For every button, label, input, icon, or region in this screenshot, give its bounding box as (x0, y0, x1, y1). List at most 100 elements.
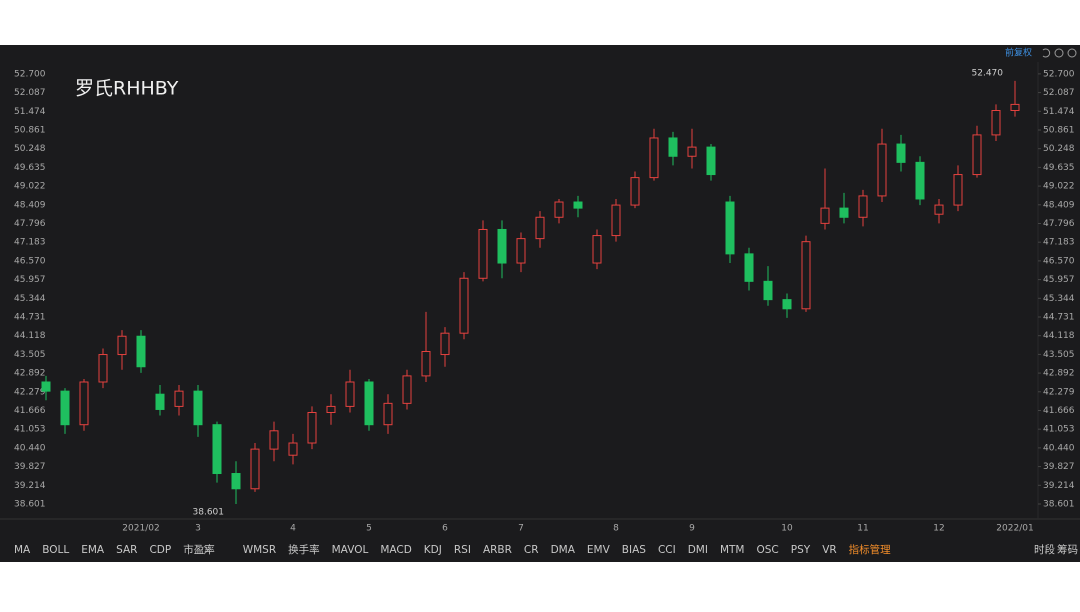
y-tick-label-right: 44.118 (1043, 331, 1075, 341)
undo-icon[interactable] (1042, 48, 1051, 58)
candle-body (212, 424, 222, 475)
close-icon[interactable] (1067, 48, 1077, 58)
x-tick-label: 9 (689, 524, 695, 534)
candle-body (497, 228, 507, 264)
indicator-tab[interactable]: MA (14, 544, 31, 556)
indicator-tab[interactable]: EMV (587, 544, 611, 556)
candle-body (649, 137, 659, 179)
y-tick-label: 45.957 (14, 275, 46, 285)
y-tick-label: 42.892 (14, 369, 46, 379)
candle-body (839, 207, 849, 218)
indicator-tab[interactable]: WMSR (243, 544, 276, 556)
candle-body (744, 253, 754, 282)
indicator-tab[interactable]: DMI (688, 544, 708, 556)
y-tick-label: 45.344 (14, 294, 46, 304)
x-tick-label: 2022/01 (996, 524, 1033, 534)
indicator-tab[interactable]: OSC (757, 544, 779, 556)
candle-body (516, 238, 526, 264)
candle-body (896, 143, 906, 163)
indicator-tab[interactable]: 指标管理 (849, 543, 891, 556)
candle-body (706, 146, 716, 176)
candle-body (288, 442, 298, 456)
toolbar-more[interactable] (203, 545, 209, 555)
indicator-tab[interactable]: RSI (454, 544, 471, 556)
candle-body (934, 204, 944, 215)
candle-body (611, 204, 621, 237)
candle-body (630, 177, 640, 206)
indicator-tab[interactable]: EMA (81, 544, 105, 556)
y-tick-label-right: 39.827 (1043, 462, 1075, 472)
candle-body (782, 299, 792, 310)
candle-body (383, 402, 393, 426)
x-tick-label: 2021/02 (122, 524, 159, 534)
indicator-tab[interactable]: ARBR (483, 544, 512, 556)
candle-body (364, 381, 374, 426)
y-tick-label: 43.505 (14, 350, 46, 360)
candle-body (60, 390, 70, 426)
candle-body (269, 430, 279, 450)
indicator-tab[interactable]: MTM (720, 544, 745, 556)
indicator-tab[interactable]: BOLL (42, 544, 69, 556)
y-tick-label-right: 39.214 (1043, 481, 1075, 491)
y-tick-label-right: 49.635 (1043, 163, 1075, 173)
x-tick-label: 12 (933, 524, 944, 534)
y-tick-label: 44.118 (14, 331, 46, 341)
y-tick-label: 52.700 (14, 69, 46, 79)
candle-body (459, 277, 469, 334)
y-tick-label-right: 50.248 (1043, 144, 1075, 154)
y-tick-label: 52.087 (14, 88, 46, 98)
indicator-tab[interactable]: CR (524, 544, 539, 556)
candle-body (174, 390, 184, 407)
y-tick-label-right: 47.796 (1043, 219, 1075, 229)
zoom-out-icon[interactable] (1054, 48, 1064, 58)
panel-tab[interactable]: 筹码 (1057, 543, 1078, 556)
candle-body (440, 332, 450, 356)
y-tick-label: 51.474 (14, 107, 46, 117)
indicator-tab[interactable]: MAVOL (332, 544, 369, 556)
candle-body (231, 473, 241, 490)
indicator-tab[interactable]: CDP (149, 544, 171, 556)
y-tick-label: 41.666 (14, 406, 46, 416)
y-tick-label-right: 38.601 (1043, 499, 1075, 509)
y-tick-label-right: 41.053 (1043, 425, 1075, 435)
candle-body (326, 405, 336, 414)
y-tick-label-right: 45.957 (1043, 275, 1075, 285)
candle-body (193, 390, 203, 426)
y-tick-label: 42.279 (14, 387, 46, 397)
y-tick-label-right: 42.892 (1043, 369, 1075, 379)
candle-body (763, 280, 773, 301)
x-tick-label: 7 (518, 524, 524, 534)
candle-body (725, 201, 735, 255)
indicator-tab[interactable]: CCI (658, 544, 676, 556)
panel-tab[interactable]: 时段 (1034, 543, 1056, 556)
candle-body (820, 207, 830, 224)
indicator-tab[interactable]: VR (822, 544, 836, 556)
y-tick-label-right: 45.344 (1043, 294, 1075, 304)
x-tick-label: 6 (442, 524, 448, 534)
x-tick-label: 11 (857, 524, 868, 534)
indicator-tab[interactable]: PSY (791, 544, 811, 556)
panel (0, 45, 1080, 562)
candle-body (345, 381, 355, 407)
y-tick-label: 50.248 (14, 144, 46, 154)
indicator-tab[interactable]: MACD (380, 544, 411, 556)
y-tick-label: 48.409 (14, 200, 46, 210)
y-tick-label: 39.214 (14, 481, 46, 491)
candle-body (687, 146, 697, 157)
y-tick-label-right: 41.666 (1043, 406, 1075, 416)
y-tick-label-right: 50.861 (1043, 125, 1075, 135)
candle-body (554, 201, 564, 218)
indicator-tab[interactable]: KDJ (424, 544, 442, 556)
indicator-tab[interactable]: SAR (116, 544, 137, 556)
indicator-tab[interactable]: BIAS (622, 544, 646, 556)
adjust-toggle[interactable]: 前复权 (1005, 47, 1032, 59)
candle-body (1010, 103, 1020, 112)
indicator-tab[interactable]: DMA (551, 544, 576, 556)
extreme-label: 52.470 (972, 68, 1004, 78)
x-tick-label: 4 (290, 524, 296, 534)
candle-body (41, 381, 51, 392)
indicator-tab[interactable]: 换手率 (288, 543, 320, 556)
indicator-tab[interactable]: 市盈率 (183, 543, 215, 556)
